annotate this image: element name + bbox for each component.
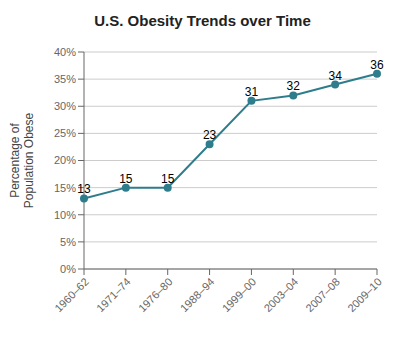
svg-text:15: 15 — [161, 172, 175, 186]
svg-text:15%: 15% — [54, 182, 76, 194]
svg-text:5%: 5% — [60, 236, 76, 248]
svg-text:1960–62: 1960–62 — [52, 275, 91, 314]
svg-text:2007–08: 2007–08 — [303, 275, 342, 314]
svg-text:1999–00: 1999–00 — [220, 275, 259, 314]
svg-text:23: 23 — [203, 128, 217, 142]
svg-text:2009–10: 2009–10 — [345, 275, 384, 314]
svg-text:31: 31 — [245, 85, 259, 99]
svg-text:2003–04: 2003–04 — [261, 275, 300, 314]
svg-text:20%: 20% — [54, 154, 76, 166]
svg-text:30%: 30% — [54, 100, 76, 112]
svg-text:35%: 35% — [54, 73, 76, 85]
svg-text:15: 15 — [119, 172, 133, 186]
svg-text:10%: 10% — [54, 209, 76, 221]
svg-text:25%: 25% — [54, 127, 76, 139]
svg-text:1988–94: 1988–94 — [178, 275, 217, 314]
svg-text:1976–80: 1976–80 — [136, 275, 175, 314]
svg-text:Percentage ofPopulation Obese: Percentage ofPopulation Obese — [8, 112, 36, 208]
svg-text:13: 13 — [77, 182, 91, 196]
svg-text:0%: 0% — [60, 263, 76, 275]
svg-text:36: 36 — [370, 58, 384, 72]
svg-text:40%: 40% — [54, 46, 76, 58]
svg-text:34: 34 — [328, 69, 342, 83]
html-text:U.S. Obesity Trends over Time: U.S. Obesity Trends over Time — [94, 12, 311, 29]
svg-text:32: 32 — [287, 79, 301, 93]
svg-text:1971–74: 1971–74 — [94, 275, 133, 314]
